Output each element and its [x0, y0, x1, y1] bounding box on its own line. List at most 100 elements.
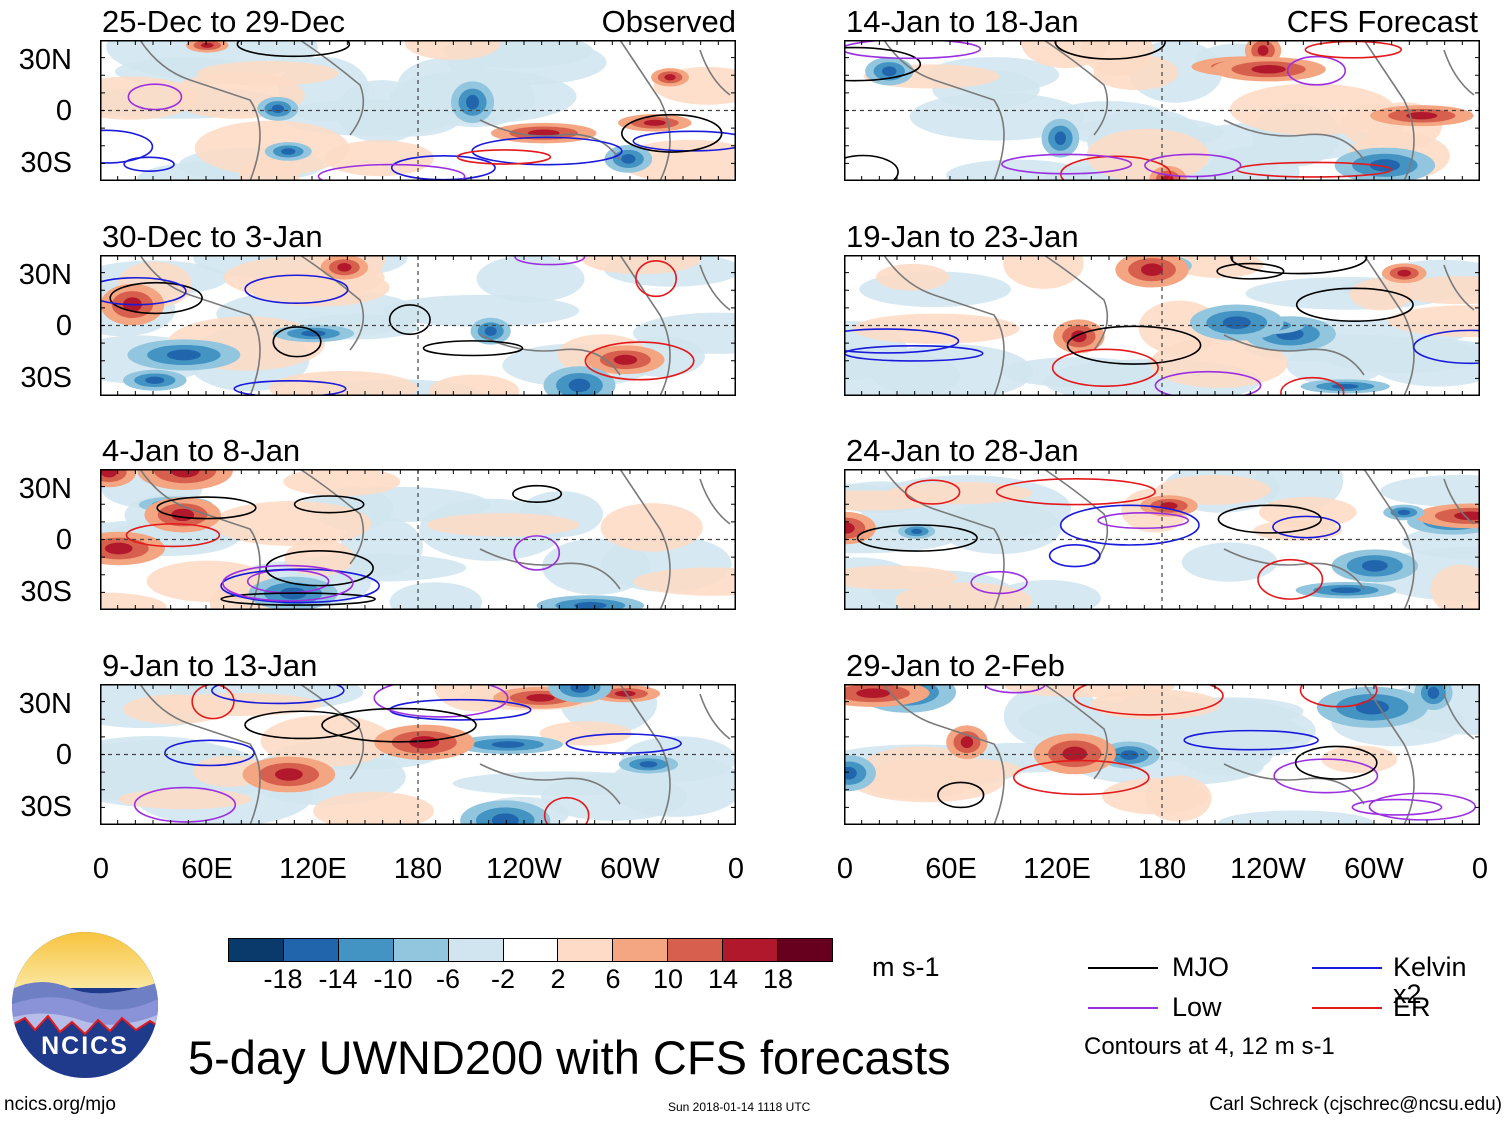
wave-contour	[1217, 504, 1322, 534]
anomaly-core-positive	[1397, 269, 1411, 277]
colorbar-tick-label: -6	[435, 964, 460, 994]
wave-contour	[1286, 55, 1347, 86]
map-frame	[844, 684, 1480, 825]
anomaly-core-positive	[1406, 111, 1438, 120]
anomaly-core-positive	[274, 768, 303, 781]
coastline	[699, 264, 731, 311]
anomaly-shade-positive	[284, 539, 355, 576]
anomaly-shade-positive	[844, 490, 945, 511]
anomaly-shade-positive	[269, 370, 418, 396]
lon-label: 60E	[925, 853, 977, 885]
lon-label: 0	[836, 853, 854, 885]
wave-contour	[265, 550, 374, 587]
lat-label-eq: 0	[55, 524, 72, 556]
legend-label-mjo: MJO	[1172, 952, 1229, 982]
wave-contour	[844, 154, 899, 181]
author-credit: Carl Schreck (cjschrec@ncsu.edu)	[1209, 1094, 1502, 1115]
coastline	[1223, 548, 1365, 590]
panel-title: 24-Jan to 28-Jan	[846, 433, 1079, 468]
figure-title: 5-day UWND200 with CFS forecasts	[188, 1031, 951, 1084]
wave-contour	[1051, 348, 1159, 387]
anomaly-core-negative	[844, 766, 857, 780]
panel-title: 14-Jan to 18-Jan	[846, 4, 1079, 39]
colorbar-segment	[613, 938, 669, 962]
anomaly-shade-positive	[844, 565, 958, 590]
anomaly-core-positive	[1257, 45, 1269, 56]
panel-title: 25-Dec to 29-Dec	[102, 4, 345, 39]
anomaly-core-negative	[466, 94, 480, 110]
anomaly-shade-negative	[1181, 542, 1278, 582]
anomaly-core-negative	[1331, 383, 1359, 389]
map-canvas	[100, 469, 736, 610]
wave-contour	[1216, 262, 1285, 280]
anomaly-core-negative	[574, 601, 607, 610]
wave-contour	[133, 786, 237, 823]
colorbar-segment	[338, 938, 394, 962]
wave-contour	[156, 496, 257, 520]
timestamp: Sun 2018-01-14 1118 UTC	[668, 1100, 811, 1114]
wave-contour	[321, 707, 477, 743]
coastline	[1443, 478, 1475, 525]
coastline	[1363, 469, 1415, 610]
anomaly-shade-positive	[1430, 564, 1480, 610]
anomaly-core-positive	[527, 129, 560, 137]
anomaly-core-negative	[882, 66, 897, 77]
wave-contour	[1294, 745, 1378, 780]
map-frame	[100, 684, 736, 825]
wave-contour	[1183, 729, 1319, 751]
wave-contour	[1144, 153, 1242, 178]
wave-contour	[125, 523, 221, 548]
wave-contour	[211, 684, 345, 705]
wave-contour	[844, 328, 960, 354]
lon-label: 0	[727, 853, 745, 885]
anomaly-shade-positive	[633, 567, 736, 596]
colorbar-tick-label: -18	[263, 964, 303, 994]
wave-contour	[1012, 759, 1150, 796]
map-panel-obs-3	[100, 469, 736, 610]
colorbar-tick-label: 14	[707, 964, 739, 994]
wave-contour	[1273, 758, 1379, 794]
wave-contour	[514, 255, 586, 266]
panel-grid: 25-Dec to 29-Dec Observed 30-Dec to 3-Ja…	[19, 4, 1488, 885]
legend-label-low: Low	[1172, 992, 1222, 1022]
anomaly-shade-positive	[539, 721, 632, 746]
anomaly-shade-positive	[1394, 276, 1480, 305]
anomaly-shade-positive	[426, 513, 580, 537]
anomaly-shade-negative	[382, 294, 580, 327]
legend-swatch-er	[1312, 1007, 1382, 1009]
map-canvas	[844, 40, 1480, 181]
wave-contour	[109, 281, 203, 315]
wave-contour	[1230, 255, 1368, 275]
coastline	[1223, 119, 1365, 161]
anomaly-core-positive	[856, 688, 891, 699]
coastline	[1443, 264, 1475, 311]
coastline	[1043, 255, 1109, 351]
lon-label: 60E	[181, 853, 233, 885]
coastline	[1443, 49, 1475, 96]
anomaly-shade-positive	[239, 158, 301, 181]
site-link[interactable]: ncics.org/mjo	[4, 1094, 116, 1115]
anomaly-core-positive	[200, 42, 214, 48]
wave-contour	[1368, 792, 1477, 821]
wave-contour	[1412, 329, 1480, 365]
lat-label-30s: 30S	[20, 576, 72, 608]
anomaly-core-negative	[1120, 750, 1139, 760]
map-panel-obs-4	[100, 684, 736, 825]
wave-contour	[1280, 376, 1345, 396]
anomaly-shade-positive	[433, 684, 519, 712]
wave-contour	[164, 739, 255, 767]
map-panel-fcst-1	[844, 40, 1480, 181]
lon-label: 60W	[600, 853, 660, 885]
coastline	[699, 693, 731, 740]
wave-contour	[1295, 287, 1414, 322]
coastline	[883, 255, 1005, 396]
map-canvas	[844, 684, 1480, 825]
anomaly-shade-negative	[389, 582, 483, 610]
anomaly-core-positive	[337, 262, 352, 272]
wave-contour	[1066, 325, 1202, 365]
map-panel-obs-1	[100, 40, 736, 181]
colorbar-segment	[668, 938, 724, 962]
anomaly-shade-positive	[428, 374, 520, 396]
anomaly-core-positive	[100, 469, 118, 478]
legend-label-kelvin: Kelvin x2	[1393, 952, 1467, 1009]
